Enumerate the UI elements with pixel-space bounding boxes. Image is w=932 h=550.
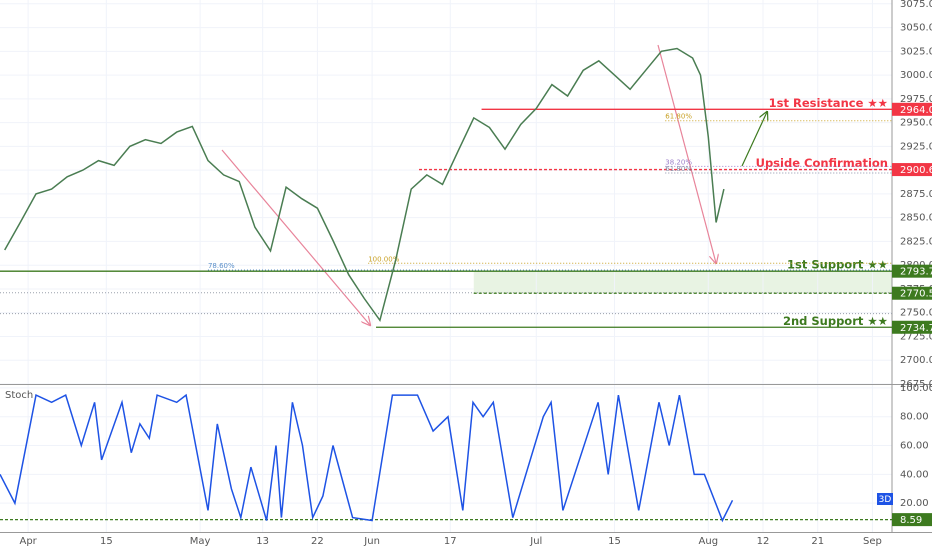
y-tick-label: 3000.0: [900, 70, 932, 81]
level-badge: [892, 286, 932, 300]
level-badge: [892, 513, 932, 527]
level-badge-label: 2964.0: [900, 105, 932, 116]
arrow: [657, 44, 716, 263]
level-badge: [892, 264, 932, 278]
y-tick-label: 2675.0: [900, 379, 932, 390]
series-line: [0, 393, 734, 523]
level-label: Upside Confirmation: [756, 156, 888, 170]
x-tick-label: May: [190, 536, 211, 547]
level-badge-label: 2770.5: [900, 289, 932, 300]
level-badge: [892, 320, 932, 334]
series-line: [4, 47, 725, 323]
zone: [473, 271, 892, 294]
level-badge-label: 2734.7: [900, 323, 932, 334]
x-tick-label: Jul: [529, 536, 542, 547]
indicator-title: Stoch: [5, 390, 33, 401]
y-tick-label: 2950.0: [900, 118, 932, 129]
x-tick-label: Aug: [699, 536, 719, 547]
level-label: 1st Support ★★: [787, 258, 888, 272]
x-tick-label: 13: [256, 536, 269, 547]
fib-label: 38.20%: [665, 158, 692, 166]
y-tick-label: 2875.0: [900, 189, 932, 200]
y-tick-label: 2925.0: [900, 141, 932, 152]
y-tick-label: 2975.0: [900, 94, 932, 105]
fib-label: 100.00%: [368, 255, 399, 263]
arrow: [221, 149, 370, 325]
x-tick-label: 21: [811, 536, 824, 547]
arrow: [741, 112, 767, 167]
y-tick-label: 2700.0: [900, 355, 932, 366]
fib-label: 78.60%: [208, 262, 235, 270]
x-tick-label: 17: [444, 536, 457, 547]
y-tick-label: 3050.0: [900, 23, 932, 34]
timeframe-label: 3D: [879, 495, 892, 505]
y-tick-label: 2850.0: [900, 213, 932, 224]
x-tick-label: Apr: [19, 536, 37, 547]
y-tick-label: 3025.0: [900, 46, 932, 57]
y-tick-label: 2725.0: [900, 331, 932, 342]
y-tick-label: 100.00: [900, 383, 932, 394]
x-tick-label: 12: [757, 536, 770, 547]
x-tick-label: 22: [311, 536, 324, 547]
level-badge-label: 8.59: [900, 515, 922, 526]
y-tick-label: 40.00: [900, 469, 929, 480]
y-tick-label: 80.00: [900, 412, 929, 423]
level-badge-label: 2900.6: [900, 165, 932, 176]
y-tick-label: 3075.0: [900, 0, 932, 10]
timeframe-badge: [877, 493, 893, 505]
level-badge: [892, 163, 932, 177]
x-tick-label: 15: [608, 536, 621, 547]
y-tick-label: 2750.0: [900, 308, 932, 319]
y-tick-label: 2825.0: [900, 236, 932, 247]
x-tick-label: Jun: [363, 536, 380, 547]
x-tick-label: Sep: [863, 536, 882, 547]
x-tick-label: 15: [100, 536, 113, 547]
level-label: 2nd Support ★★: [783, 314, 888, 328]
fib-label: 61.80%: [665, 165, 692, 173]
level-badge: [892, 102, 932, 116]
fib-label: 61.80%: [665, 113, 692, 121]
level-badge-label: 2793.7: [900, 267, 932, 278]
y-tick-label: 20.00: [900, 498, 929, 509]
y-tick-label: 60.00: [900, 441, 929, 452]
level-label: 1st Resistance ★★: [769, 96, 888, 110]
